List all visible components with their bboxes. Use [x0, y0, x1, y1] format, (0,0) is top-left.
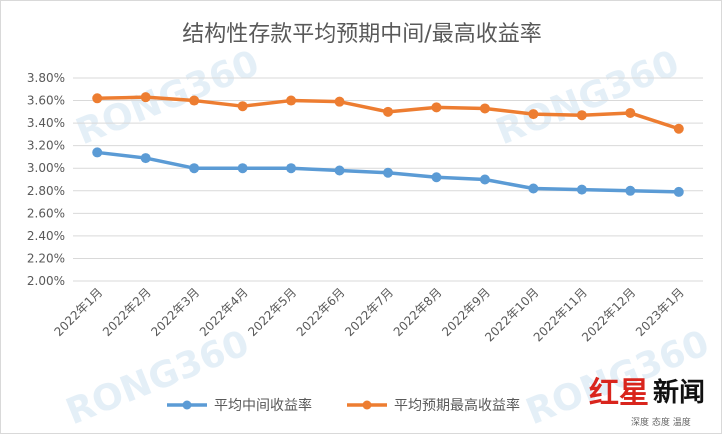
data-point-series-1[interactable]: [189, 163, 200, 174]
data-point-series-2[interactable]: [92, 93, 103, 104]
data-point-series-2[interactable]: [576, 110, 587, 121]
legend-marker-series-1: [182, 400, 192, 410]
logo-black-text: 新闻: [653, 377, 705, 408]
legend-item-series-2[interactable]: 平均预期最高收益率: [347, 397, 520, 414]
data-point-series-1[interactable]: [237, 163, 248, 174]
x-axis-ticks: 2022年1月2022年2月2022年3月2022年4月2022年5月2022年…: [51, 285, 686, 344]
series-layer: [92, 92, 684, 197]
data-point-series-1[interactable]: [431, 172, 442, 183]
data-point-series-2[interactable]: [383, 106, 393, 117]
y-tick-label: 2.80%: [27, 184, 65, 198]
y-tick-label: 3.20%: [27, 139, 65, 153]
x-tick-label: 2022年7月: [342, 285, 396, 339]
legend-marker-series-2: [362, 400, 372, 410]
data-point-series-1[interactable]: [286, 163, 297, 174]
chart-title: 结构性存款平均预期中间/最高收益率: [182, 22, 541, 47]
data-point-series-2[interactable]: [189, 95, 200, 106]
y-tick-label: 2.60%: [27, 206, 65, 220]
x-tick-label: 2022年6月: [294, 285, 348, 339]
data-point-series-1[interactable]: [383, 167, 393, 178]
logo-tagline: 深度 态度 温度: [631, 416, 691, 428]
y-tick-label: 2.20%: [27, 251, 65, 265]
y-axis-ticks: 2.00% 2.20% 2.40% 2.60% 2.80% 3.00% 3.20% 3.40%…: [27, 71, 65, 288]
data-point-series-2[interactable]: [479, 103, 490, 114]
data-point-series-2[interactable]: [140, 92, 151, 103]
logo-red-text: 红星: [589, 376, 649, 411]
x-tick-label: 2022年8月: [391, 285, 445, 339]
data-point-series-2[interactable]: [334, 96, 345, 107]
data-point-series-2[interactable]: [431, 102, 442, 113]
data-point-series-1[interactable]: [625, 185, 636, 196]
data-point-series-1[interactable]: [528, 183, 539, 194]
legend-item-series-1[interactable]: 平均中间收益率: [167, 397, 312, 414]
x-tick-label: 2022年1月: [51, 285, 105, 339]
data-point-series-2[interactable]: [673, 123, 684, 134]
y-tick-label: 2.00%: [27, 274, 65, 288]
x-tick-label: 2022年5月: [245, 285, 299, 339]
data-point-series-2[interactable]: [625, 107, 636, 118]
data-point-series-2[interactable]: [528, 109, 539, 120]
legend-label-series-2: 平均预期最高收益率: [394, 397, 520, 414]
y-tick-label: 3.60%: [27, 94, 65, 108]
data-point-series-2[interactable]: [286, 95, 297, 106]
data-point-series-2[interactable]: [237, 101, 248, 112]
data-point-series-1[interactable]: [92, 147, 103, 158]
y-tick-label: 3.40%: [27, 116, 65, 130]
y-tick-label: 2.40%: [27, 229, 65, 243]
data-point-series-1[interactable]: [479, 174, 490, 185]
x-tick-label: 2022年3月: [148, 285, 202, 339]
legend-label-series-1: 平均中间收益率: [214, 397, 312, 414]
x-tick-label: 2022年2月: [100, 285, 154, 339]
hongxing-news-logo: 红星 新闻 深度 态度 温度: [589, 376, 705, 428]
y-tick-label: 3.80%: [27, 71, 65, 85]
data-point-series-1[interactable]: [576, 184, 587, 195]
y-tick-label: 3.00%: [27, 161, 65, 175]
watermark-2: RONG360: [490, 43, 684, 153]
data-point-series-1[interactable]: [673, 186, 684, 197]
data-point-series-1[interactable]: [334, 165, 345, 176]
data-point-series-1[interactable]: [140, 153, 151, 164]
legend: 平均中间收益率 平均预期最高收益率: [167, 397, 520, 414]
